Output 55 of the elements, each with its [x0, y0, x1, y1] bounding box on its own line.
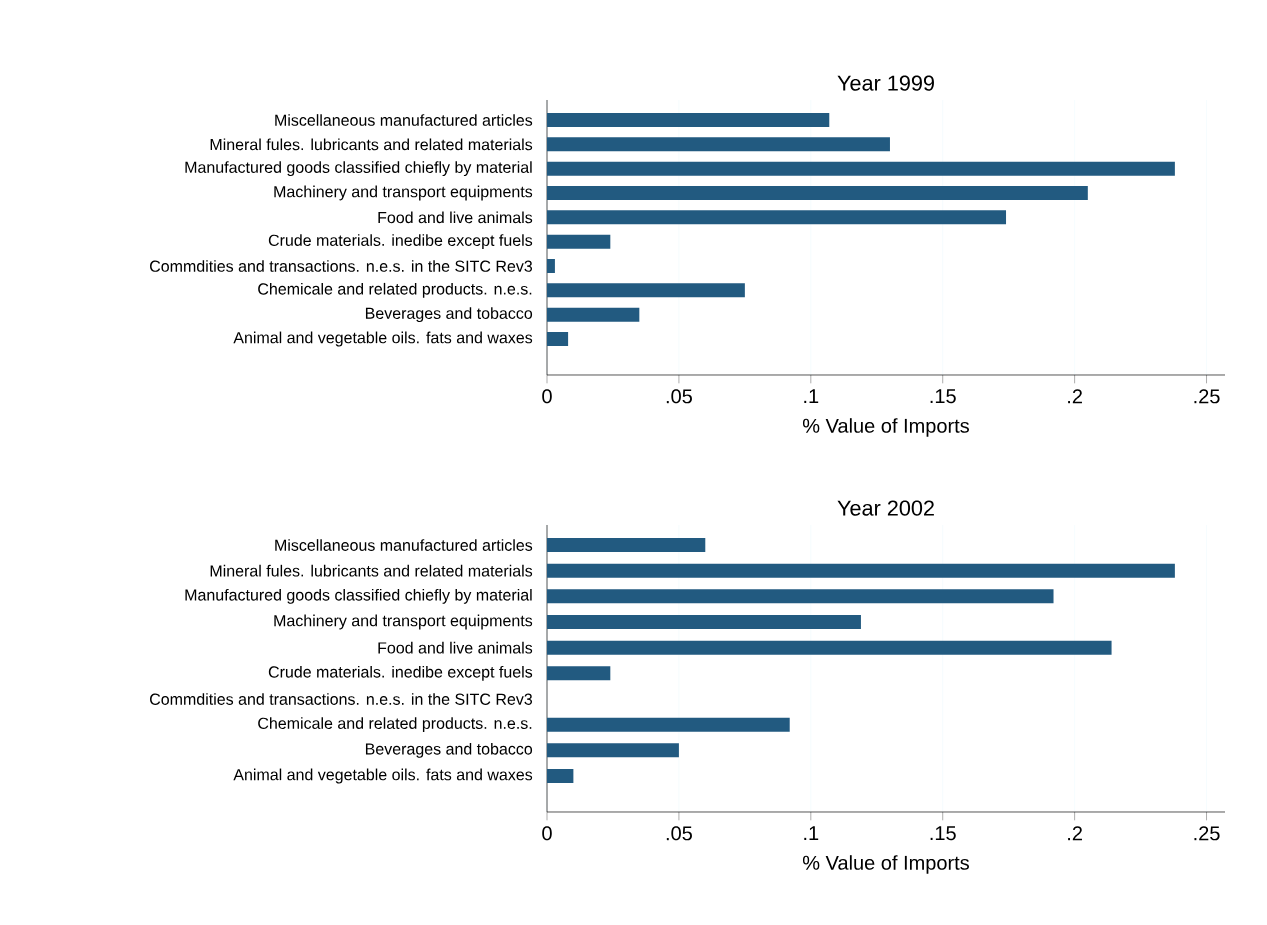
- y-tick-label: Crude materials. inedibe except fuels: [268, 665, 533, 681]
- y-tick-label: Commdities and transactions. n.e.s. in the SITC Rev3: [150, 693, 533, 705]
- bar: [547, 283, 745, 298]
- x-tick-label: .1: [804, 389, 819, 403]
- x-tick-label: 0: [542, 826, 552, 841]
- bar: [547, 332, 569, 346]
- x-tick-label: .05: [666, 826, 692, 841]
- bar: [547, 307, 640, 322]
- x-tick-label: .2: [1068, 826, 1082, 841]
- y-tick-label: Beverages and tobacco: [365, 307, 533, 323]
- y-tick-label: Manufactured goods classified chiefly by material: [185, 161, 532, 177]
- y-tick-label: Miscellaneous manufactured articles: [275, 539, 533, 551]
- y-tick-label: Machinery and transport equipments: [274, 185, 533, 201]
- x-tick-label: 0: [542, 389, 552, 404]
- x-tick-label: .15: [930, 826, 956, 841]
- y-tick-label: Miscellaneous manufactured articles: [275, 114, 533, 126]
- x-tick-label: .25: [1194, 826, 1220, 841]
- y-tick-label: Machinery and transport equipments: [274, 614, 533, 630]
- bar: [547, 161, 1175, 176]
- x-tick-label: .05: [666, 389, 692, 404]
- y-tick-label: Chemicale and related products. n.e.s.: [258, 717, 532, 733]
- bar: [547, 769, 574, 784]
- y-tick-label: Manufactured goods classified chiefly by material: [185, 588, 532, 604]
- x-tick-label: .1: [804, 826, 819, 840]
- y-tick-label: Animal and vegetable oils. fats and waxes: [233, 768, 533, 784]
- y-tick-label: Commdities and transactions. n.e.s. in the SITC Rev3: [150, 260, 533, 272]
- bar: [547, 743, 679, 758]
- y-tick-label: Food and live animals: [378, 211, 533, 224]
- x-axis-title: % Value of Imports: [802, 418, 969, 437]
- bar: [547, 186, 1088, 200]
- chart-title: Year 1999: [837, 75, 934, 91]
- bar: [547, 589, 1054, 604]
- bar: [547, 666, 611, 681]
- y-tick-label: Beverages and tobacco: [365, 742, 533, 758]
- x-tick-label: .15: [930, 389, 956, 404]
- bar: [547, 640, 1112, 655]
- y-tick-label: Crude materials. inedibe except fuels: [268, 234, 533, 250]
- bar: [547, 259, 555, 273]
- bar: [547, 615, 861, 629]
- x-axis-title: % Value of Imports: [802, 855, 969, 874]
- bar: [547, 113, 830, 127]
- x-tick-label: .2: [1068, 389, 1082, 404]
- chart-title: Year 2002: [837, 500, 934, 516]
- bar: [547, 538, 706, 552]
- y-tick-label: Mineral fules. lubricants and related materials: [210, 138, 533, 151]
- bar: [547, 137, 890, 152]
- y-tick-label: Animal and vegetable oils. fats and waxes: [233, 331, 533, 347]
- y-tick-label: Chemicale and related products. n.e.s.: [258, 282, 532, 298]
- bar: [547, 563, 1175, 578]
- bar: [547, 210, 1007, 225]
- y-tick-label: Food and live animals: [378, 641, 533, 654]
- x-tick-label: .25: [1194, 389, 1220, 404]
- bar: [547, 717, 790, 732]
- y-tick-label: Mineral fules. lubricants and related materials: [210, 564, 533, 577]
- bar: [547, 234, 611, 249]
